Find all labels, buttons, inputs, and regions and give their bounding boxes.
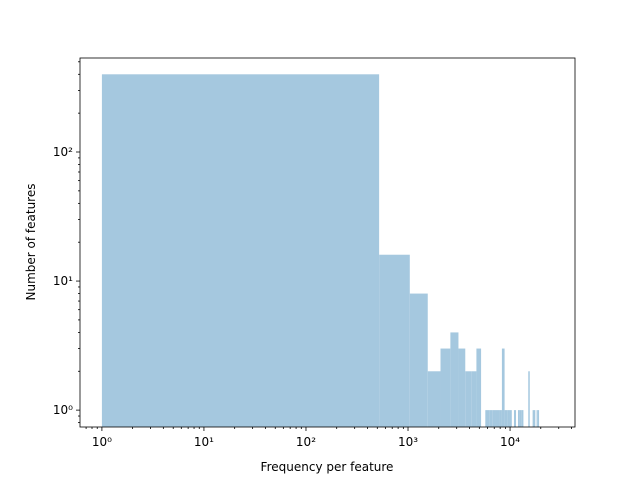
bar	[471, 371, 477, 427]
x-tick-label: 10⁴	[500, 435, 520, 449]
x-axis-label: Frequency per feature	[261, 460, 394, 474]
bar	[517, 410, 520, 427]
bar	[379, 254, 410, 427]
bar	[101, 74, 380, 427]
bar	[450, 332, 459, 427]
bar	[513, 410, 517, 427]
bar	[537, 410, 540, 427]
bar	[519, 410, 522, 427]
bar	[485, 410, 490, 427]
bar	[476, 348, 482, 427]
bar	[489, 410, 493, 427]
x-tick-label: 10¹	[194, 435, 214, 449]
bar	[507, 410, 510, 427]
bar	[465, 371, 472, 427]
x-tick-label: 10⁰	[92, 435, 112, 449]
bar	[440, 348, 451, 427]
bar	[492, 410, 496, 427]
bar	[533, 410, 536, 427]
x-tick-label: 10²	[296, 435, 316, 449]
y-tick-label: 10²	[53, 145, 73, 159]
y-tick-label: 10⁰	[53, 403, 73, 417]
y-axis-label: Number of features	[24, 184, 38, 301]
bar	[509, 410, 512, 427]
bar	[536, 410, 538, 427]
bar	[532, 410, 534, 427]
bar	[528, 371, 530, 427]
bar	[521, 410, 524, 427]
bar	[409, 293, 428, 427]
x-tick-label: 10³	[398, 435, 418, 449]
bar	[458, 348, 466, 427]
bar	[495, 410, 500, 427]
bar	[499, 410, 502, 427]
bar	[504, 410, 508, 427]
bar	[501, 348, 505, 427]
bar	[427, 371, 441, 427]
y-tick-label: 10¹	[53, 274, 73, 288]
